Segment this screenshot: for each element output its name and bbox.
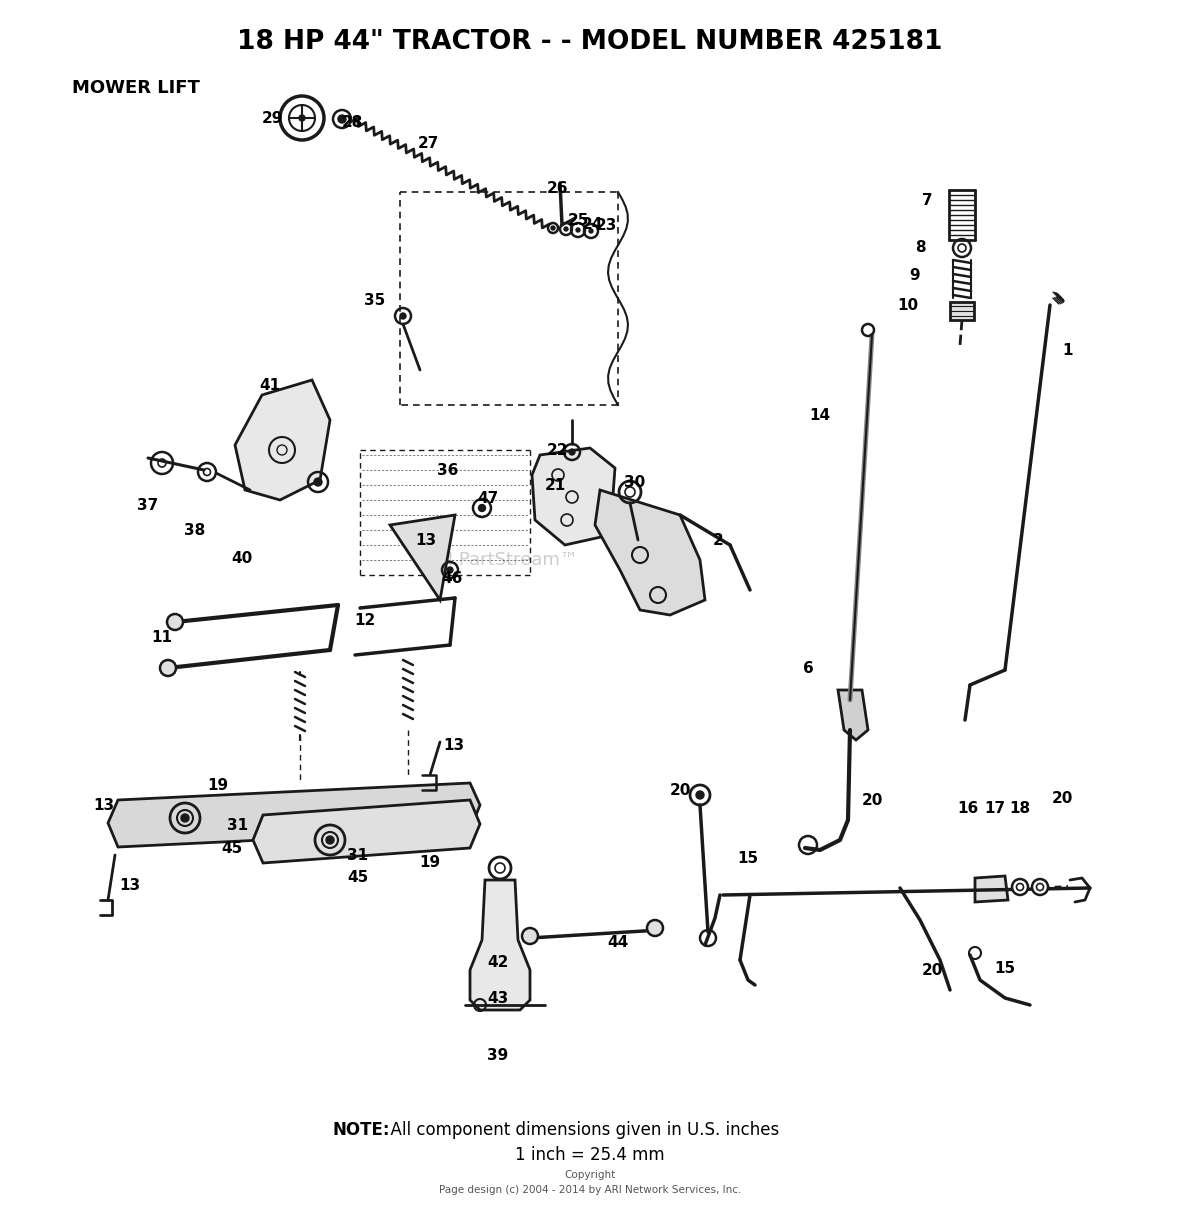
Text: 46: 46: [441, 570, 463, 586]
Text: 10: 10: [898, 297, 918, 313]
Polygon shape: [253, 801, 480, 862]
Text: NOTE:: NOTE:: [333, 1121, 391, 1139]
Text: 1: 1: [1063, 342, 1074, 358]
Text: 19: 19: [419, 854, 440, 870]
Text: 36: 36: [438, 462, 459, 478]
Text: 37: 37: [137, 497, 158, 513]
Polygon shape: [595, 490, 704, 615]
Text: 15: 15: [738, 850, 759, 866]
Text: 17: 17: [984, 801, 1005, 815]
Circle shape: [551, 226, 555, 230]
Text: 20: 20: [669, 782, 690, 797]
Circle shape: [314, 478, 322, 486]
Circle shape: [168, 614, 183, 630]
Circle shape: [160, 660, 176, 676]
Text: 28: 28: [341, 114, 362, 130]
Text: 16: 16: [957, 801, 978, 815]
Text: 45: 45: [347, 870, 368, 884]
Text: 27: 27: [418, 136, 439, 150]
Circle shape: [400, 313, 406, 319]
Text: 45: 45: [222, 841, 243, 855]
Circle shape: [337, 115, 346, 123]
Text: 31: 31: [347, 848, 368, 862]
Text: Copyright: Copyright: [564, 1171, 616, 1180]
Text: 13: 13: [444, 738, 465, 752]
Text: 18: 18: [1009, 801, 1030, 815]
Circle shape: [564, 227, 568, 230]
Text: 29: 29: [261, 110, 283, 125]
Text: Page design (c) 2004 - 2014 by ARI Network Services, Inc.: Page design (c) 2004 - 2014 by ARI Netwo…: [439, 1185, 741, 1195]
Text: 19: 19: [208, 778, 229, 792]
Text: 30: 30: [624, 474, 645, 490]
Circle shape: [326, 836, 334, 844]
Polygon shape: [391, 516, 455, 600]
Text: 23: 23: [596, 217, 617, 233]
Text: 21: 21: [544, 478, 565, 492]
Text: 22: 22: [548, 443, 569, 457]
Circle shape: [299, 115, 304, 121]
Text: 6: 6: [802, 661, 813, 676]
Polygon shape: [532, 448, 615, 545]
Text: 20: 20: [1051, 791, 1073, 805]
Text: 1 inch = 25.4 mm: 1 inch = 25.4 mm: [516, 1146, 664, 1164]
Text: 12: 12: [354, 613, 375, 627]
Circle shape: [589, 229, 594, 233]
Polygon shape: [109, 784, 480, 847]
Polygon shape: [235, 380, 330, 500]
Text: 14: 14: [809, 408, 831, 422]
Text: 42: 42: [487, 955, 509, 969]
Circle shape: [447, 566, 453, 573]
Text: 9: 9: [910, 268, 920, 283]
Circle shape: [1012, 879, 1028, 895]
Circle shape: [576, 228, 581, 232]
Text: 13: 13: [93, 797, 114, 813]
Circle shape: [181, 814, 189, 822]
Text: 18 HP 44" TRACTOR - - MODEL NUMBER 425181: 18 HP 44" TRACTOR - - MODEL NUMBER 42518…: [237, 29, 943, 55]
Text: 20: 20: [922, 962, 943, 978]
Text: 41: 41: [260, 377, 281, 393]
Text: 40: 40: [231, 551, 253, 565]
Circle shape: [1032, 879, 1048, 895]
Text: ARI PartStream™: ARI PartStream™: [422, 551, 577, 569]
Circle shape: [479, 505, 485, 512]
Bar: [950, 302, 974, 320]
Text: 25: 25: [568, 212, 589, 228]
Text: 39: 39: [487, 1048, 509, 1063]
Text: 7: 7: [922, 193, 932, 207]
Text: 8: 8: [914, 239, 925, 255]
Text: 31: 31: [228, 818, 249, 832]
Text: 2: 2: [713, 533, 723, 547]
Text: 15: 15: [995, 961, 1016, 975]
Polygon shape: [975, 876, 1008, 902]
Text: 20: 20: [861, 792, 883, 808]
Text: 13: 13: [119, 877, 140, 893]
Polygon shape: [838, 690, 868, 740]
Text: 47: 47: [478, 490, 499, 506]
Circle shape: [569, 449, 575, 455]
Circle shape: [647, 919, 663, 936]
Text: 24: 24: [582, 216, 603, 232]
Polygon shape: [470, 879, 530, 1010]
Text: 43: 43: [487, 991, 509, 1006]
Text: 38: 38: [184, 523, 205, 537]
Circle shape: [696, 791, 704, 799]
Text: MOWER LIFT: MOWER LIFT: [72, 79, 199, 97]
Text: 11: 11: [151, 630, 172, 644]
Text: 44: 44: [608, 934, 629, 950]
Text: 26: 26: [548, 181, 569, 195]
Text: All component dimensions given in U.S. inches: All component dimensions given in U.S. i…: [380, 1121, 779, 1139]
Circle shape: [522, 928, 538, 944]
Text: 35: 35: [365, 292, 386, 308]
Text: 13: 13: [415, 533, 437, 547]
